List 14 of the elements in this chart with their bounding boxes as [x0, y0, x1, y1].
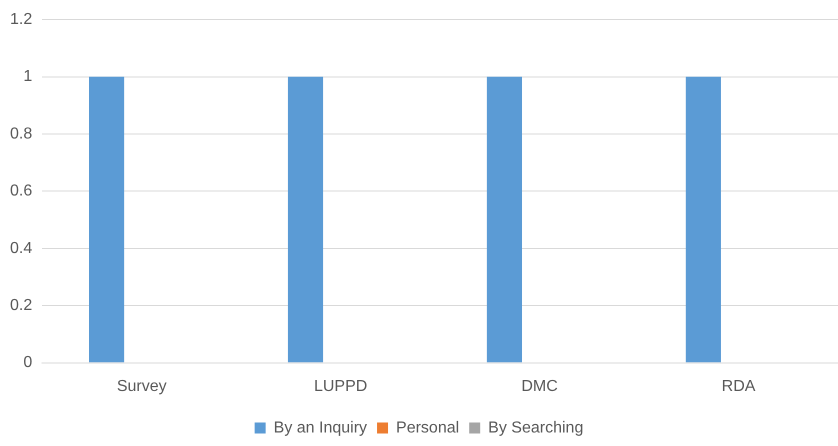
legend-label: By an Inquiry [274, 419, 368, 436]
y-tick-label: 1.2 [10, 11, 32, 28]
legend-label: Personal [396, 419, 460, 436]
x-tick-label: DMC [521, 378, 558, 395]
y-tick-label: 0.8 [10, 125, 32, 142]
x-tick-label: Survey [116, 378, 167, 395]
x-tick-label: RDA [722, 378, 756, 395]
y-tick-label: 0 [23, 354, 32, 372]
x-tick-label: LUPPD [314, 378, 368, 395]
legend-label: By Searching [488, 419, 584, 436]
y-tick-label: 0.4 [10, 240, 32, 257]
y-tick-label: 1 [23, 68, 32, 86]
y-tick-label: 0.2 [10, 297, 32, 314]
y-tick-label: 0.6 [10, 182, 32, 200]
